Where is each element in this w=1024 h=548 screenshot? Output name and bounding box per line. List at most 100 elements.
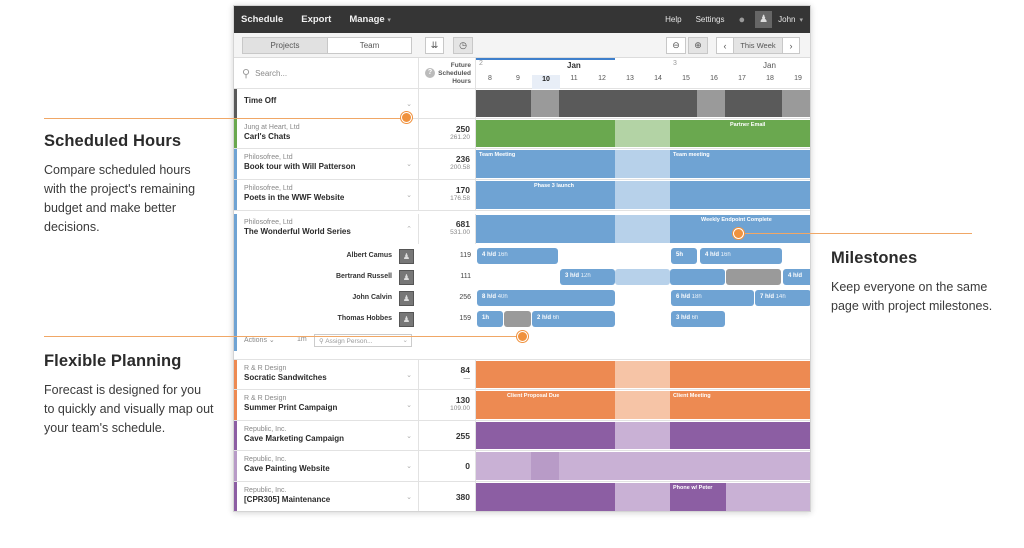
assignment-block[interactable]: 1h (477, 311, 503, 327)
nav-schedule[interactable]: Schedule (241, 14, 284, 25)
schedule-block[interactable] (670, 422, 810, 449)
schedule-block[interactable] (476, 391, 504, 419)
milestone-block[interactable]: Client Meeting (670, 391, 810, 419)
assignment-block[interactable]: 3 h/d 12h (560, 269, 615, 285)
schedule-block[interactable] (476, 483, 615, 511)
assignment-block[interactable]: 8 h/d 40h (477, 290, 615, 306)
schedule-block[interactable] (476, 90, 531, 117)
schedule-block[interactable] (615, 483, 670, 511)
assignment-block[interactable]: 4 h/d 16h (477, 248, 558, 264)
person-row[interactable]: John Calvin ♟ 256 8 h/d 40h 6 h/d 18h 7 … (234, 288, 810, 309)
chevron-down-icon[interactable]: ⌄ (406, 372, 412, 379)
assignment-block[interactable]: 4 h/d (783, 269, 810, 285)
chevron-down-icon[interactable]: ⌄ (406, 192, 412, 199)
milestone-block[interactable]: Team meeting (670, 150, 810, 178)
schedule-block[interactable] (615, 391, 670, 419)
help-icon[interactable]: ? (425, 68, 435, 78)
chevron-down-icon[interactable]: ⌄ (406, 494, 412, 501)
nav-help[interactable]: Help (665, 15, 682, 24)
schedule-block[interactable] (476, 181, 531, 209)
assignment-block[interactable] (670, 269, 725, 285)
search-input[interactable]: ⚲ Search... (234, 58, 419, 89)
project-row[interactable]: Jung at Heart, Ltd Carl's Chats 250 261.… (234, 119, 810, 149)
chevron-up-icon[interactable]: ⌃ (406, 226, 412, 233)
schedule-block[interactable] (531, 90, 559, 117)
schedule-block[interactable] (476, 452, 531, 480)
schedule-block[interactable] (559, 90, 697, 117)
schedule-block[interactable] (476, 215, 615, 243)
project-name: Time Off (244, 96, 277, 105)
milestone-block[interactable]: Partner Email (727, 120, 810, 147)
schedule-block[interactable] (615, 361, 670, 388)
nav-settings[interactable]: Settings (695, 15, 725, 24)
chevron-down-icon[interactable]: ⌄ (406, 463, 412, 470)
avatar[interactable]: ♟ (755, 11, 773, 28)
assignment-block[interactable]: 4 h/d 16h (700, 248, 782, 264)
chevron-down-icon[interactable]: ⌄ (406, 433, 412, 440)
assignment-block[interactable]: 5h (671, 248, 697, 264)
milestone-block[interactable]: Phone w/ Peter (670, 483, 726, 511)
schedule-block[interactable] (782, 90, 810, 117)
chevron-right-icon[interactable]: › (782, 37, 800, 54)
chevron-down-icon[interactable]: ▾ (799, 16, 803, 24)
time-off-block[interactable] (504, 311, 531, 327)
schedule-block[interactable] (670, 120, 727, 147)
chevron-down-icon[interactable]: ⌄ (406, 161, 412, 168)
schedule-block[interactable] (531, 452, 559, 480)
assignment-block[interactable]: 7 h/d 14h (755, 290, 810, 306)
assign-person-input[interactable]: ⚲ Assign Person... ⌄ (314, 334, 412, 347)
chevron-down-icon[interactable]: ⌄ (406, 402, 412, 409)
schedule-block[interactable] (615, 422, 670, 449)
schedule-block[interactable] (726, 483, 810, 511)
time-off-block[interactable] (726, 269, 781, 285)
project-row[interactable]: Republic, Inc. [CPR305] Maintenance ⌄ 38… (234, 482, 810, 511)
project-row[interactable]: Philosofree, Ltd Poets in the WWF Websit… (234, 180, 810, 211)
clock-icon[interactable]: ◷ (453, 37, 473, 54)
person-row[interactable]: Bertrand Russell ♟ 111 3 h/d 12h 4 h/d (234, 267, 810, 288)
chevron-down-icon[interactable]: ⌄ (406, 101, 412, 108)
project-row[interactable]: Philosofree, Ltd Book tour with Will Pat… (234, 149, 810, 180)
tab-team[interactable]: Team (327, 37, 412, 54)
schedule-block[interactable] (725, 90, 782, 117)
zoom-in-icon[interactable]: ⊕ (688, 37, 708, 54)
person-row[interactable]: Thomas Hobbes ♟ 159 1h 2 h/d 6h 3 h/d 6h (234, 309, 810, 330)
schedule-block[interactable] (615, 150, 670, 178)
assignment-block[interactable]: 2 h/d 6h (532, 311, 615, 327)
schedule-block[interactable] (615, 120, 670, 147)
assignment-block[interactable] (615, 269, 670, 285)
schedule-block[interactable] (670, 361, 810, 388)
project-row[interactable]: Republic, Inc. Cave Marketing Campaign ⌄… (234, 421, 810, 451)
project-row-time-off[interactable]: Time Off ⌄ (234, 89, 810, 119)
user-name[interactable]: John (778, 15, 796, 24)
actions-dropdown[interactable]: Actions ⌄ (244, 336, 275, 344)
project-row[interactable]: R & R Design Summer Print Campaign ⌄ 130… (234, 390, 810, 421)
this-week-button[interactable]: This Week (733, 37, 783, 54)
milestone-block[interactable]: Team Meeting (476, 150, 615, 178)
schedule-block[interactable] (476, 120, 615, 147)
collapse-icon[interactable]: ⇊ (425, 37, 444, 54)
hours-cell (419, 89, 476, 118)
project-row[interactable]: R & R Design Socratic Sandwitches ⌄ 84 — (234, 359, 810, 390)
project-row[interactable]: Republic, Inc. Cave Painting Website ⌄ 0 (234, 451, 810, 482)
chevron-left-icon[interactable]: ‹ (716, 37, 734, 54)
zoom-out-icon[interactable]: ⊖ (666, 37, 686, 54)
project-row-expanded[interactable]: Philosofree, Ltd The Wonderful World Ser… (234, 214, 810, 351)
schedule-block[interactable] (559, 452, 810, 480)
milestone-block[interactable]: Client Proposal Due (504, 391, 615, 419)
schedule-block[interactable] (476, 422, 615, 449)
schedule-block[interactable] (670, 181, 810, 209)
nav-manage[interactable]: Manage ▾ (349, 14, 391, 25)
assignment-block[interactable]: 6 h/d 18h (671, 290, 754, 306)
nav-export[interactable]: Export (301, 14, 332, 25)
schedule-block[interactable] (697, 90, 725, 117)
schedule-block[interactable] (476, 361, 615, 388)
tab-projects[interactable]: Projects (242, 37, 328, 54)
milestone-block[interactable]: Weekly Endpoint Complete (698, 215, 810, 243)
user-icon[interactable]: ● (738, 13, 746, 26)
schedule-block[interactable] (670, 215, 698, 243)
schedule-block[interactable] (615, 181, 670, 209)
assignment-block[interactable]: 3 h/d 6h (671, 311, 725, 327)
schedule-block[interactable] (615, 215, 670, 243)
milestone-block[interactable]: Phase 3 launch (531, 181, 615, 209)
person-row[interactable]: Albert Camus ♟ 119 4 h/d 16h 5h 4 h/d 16… (234, 246, 810, 267)
